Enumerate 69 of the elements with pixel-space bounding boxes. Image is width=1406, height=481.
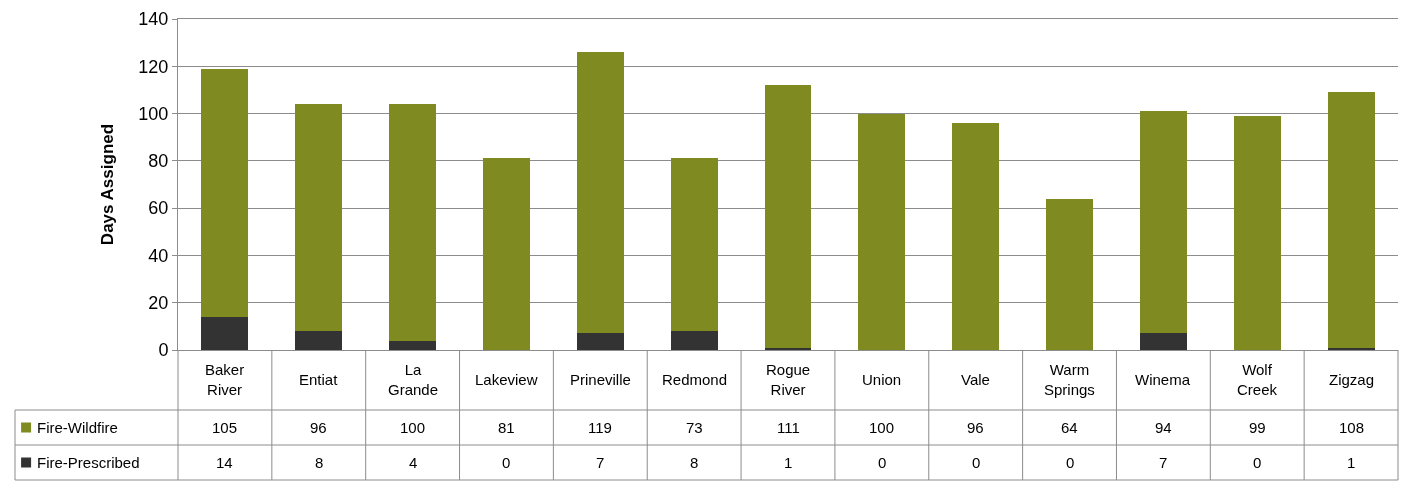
data-label: 0 [878,454,887,471]
bar [389,104,437,341]
x-tick-label: Entiat [299,371,339,388]
data-label: 100 [400,419,426,436]
bar [1139,111,1187,334]
bar [201,68,249,317]
data-label: 4 [409,454,418,471]
bar [670,158,718,332]
y-tick-label: 140 [138,9,169,30]
data-label: 73 [686,419,703,436]
bar [1046,198,1093,350]
x-tick-label: Vale [961,371,990,388]
data-label: 0 [972,454,981,471]
bar [670,331,718,350]
data-label: 108 [1339,419,1365,436]
data-label: 96 [967,419,984,436]
x-tick-label: Wolf Creek [1237,361,1278,398]
y-tick-label: 80 [148,151,169,172]
data-label: 96 [310,419,327,436]
bar [483,158,530,350]
bar [952,123,1000,350]
bar [1139,333,1187,350]
data-label: 0 [502,454,511,471]
x-tick-label: La Grande [388,361,439,398]
x-tick-label: Prineville [570,371,631,388]
x-tick-label: Rogue River [766,361,811,398]
bar [576,333,624,350]
data-label: 7 [596,454,605,471]
data-label: 1 [1347,454,1356,471]
x-tick-label: Winema [1135,371,1191,388]
x-tick-label: Union [862,371,902,388]
y-tick-label: 100 [138,103,169,124]
bar [1233,115,1281,350]
data-label: 0 [1066,454,1075,471]
data-label: 99 [1249,419,1266,436]
data-label: 8 [690,454,699,471]
data-label: 119 [588,419,612,436]
data-label: 94 [1155,419,1172,436]
y-tick-label: 60 [148,198,169,219]
bar [764,85,812,348]
bar [201,316,249,350]
y-axis-title: Days Assigned [97,123,117,246]
data-label: 8 [315,454,324,471]
y-tick-label: 20 [148,293,169,314]
data-label: 81 [498,419,515,436]
data-label: 105 [212,419,238,436]
bar [389,340,437,350]
y-tick-label: 40 [148,245,169,266]
x-tick-label: Baker River [205,361,245,398]
data-label: 64 [1061,419,1078,436]
legend-label: Fire-Prescribed [37,454,140,471]
data-label: 1 [784,454,793,471]
legend-label: Fire-Wildfire [37,419,118,436]
x-tick-label: Lakeview [475,371,538,388]
data-label: 7 [1159,454,1168,471]
bar [295,104,343,332]
x-tick-label: Warm Springs [1044,361,1095,398]
data-label: 14 [216,454,233,471]
bar [576,52,624,334]
y-tick-label: 120 [138,56,169,77]
bar [295,331,343,350]
data-label: 0 [1253,454,1262,471]
bar [1327,92,1375,348]
x-tick-label: Redmond [662,371,728,388]
y-tick-label: 0 [158,340,169,361]
bar [858,113,906,350]
data-label: 100 [869,419,895,436]
x-tick-label: Zigzag [1329,371,1375,388]
data-label: 111 [777,419,800,436]
